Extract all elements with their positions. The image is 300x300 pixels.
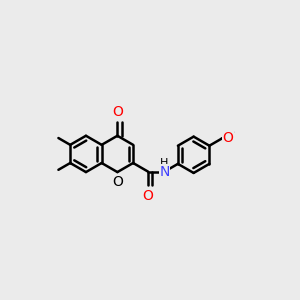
Text: O: O xyxy=(223,131,233,145)
Text: H: H xyxy=(160,158,169,168)
Text: O: O xyxy=(112,175,123,189)
Text: N: N xyxy=(159,165,170,178)
Text: O: O xyxy=(112,105,123,119)
Text: O: O xyxy=(142,189,154,202)
